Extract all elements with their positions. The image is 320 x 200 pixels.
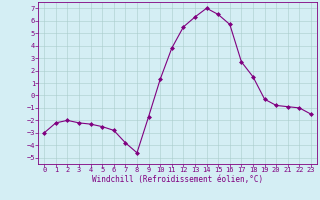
X-axis label: Windchill (Refroidissement éolien,°C): Windchill (Refroidissement éolien,°C)	[92, 175, 263, 184]
